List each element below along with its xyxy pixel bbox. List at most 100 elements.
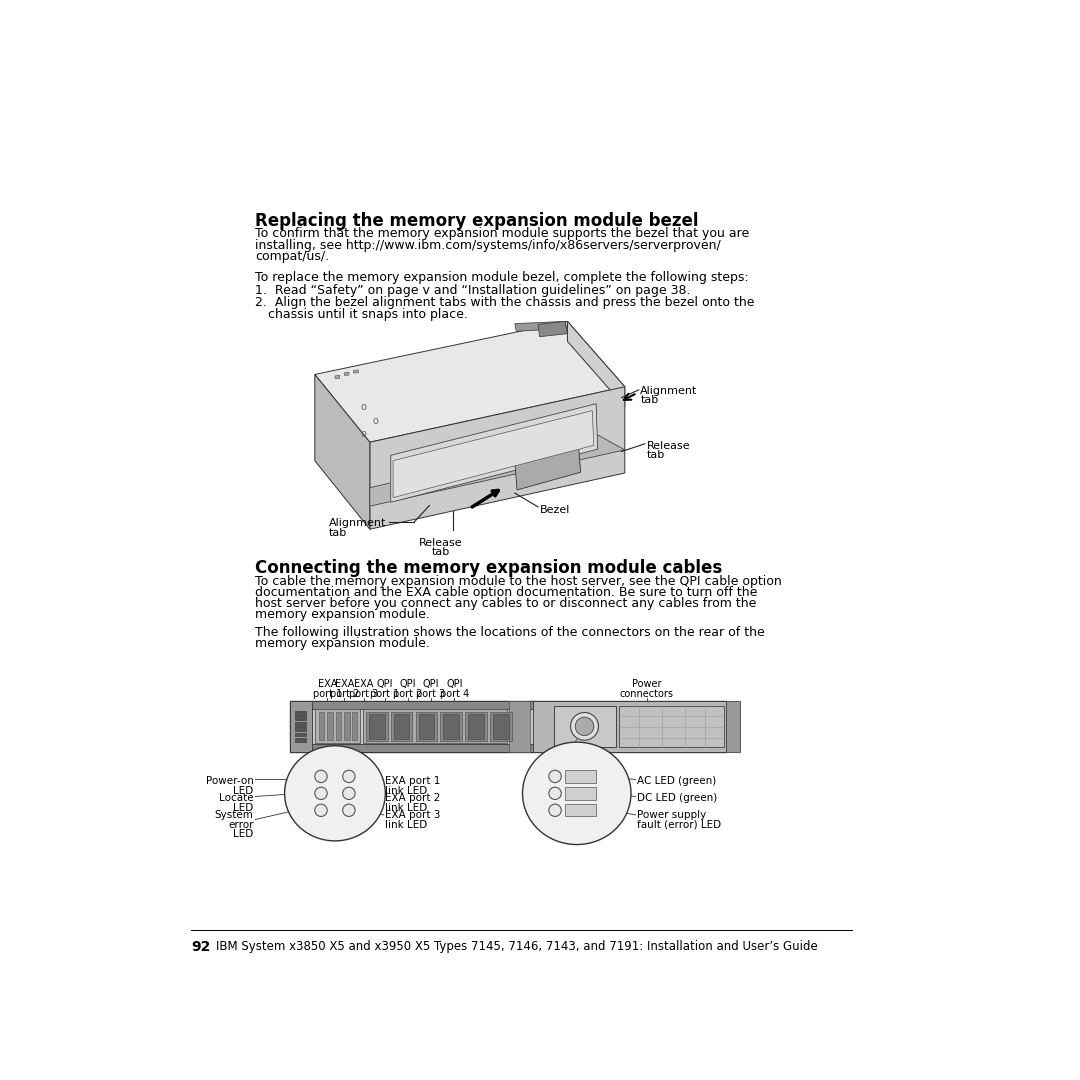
Polygon shape [369, 387, 625, 529]
Text: Alignment: Alignment [328, 518, 387, 528]
Circle shape [342, 770, 355, 783]
Text: compat/us/.: compat/us/. [255, 249, 329, 262]
Circle shape [342, 787, 355, 799]
Text: o: o [361, 429, 366, 438]
Polygon shape [296, 732, 306, 737]
Text: Locate: Locate [219, 794, 254, 804]
Text: LED: LED [233, 828, 254, 839]
Polygon shape [363, 710, 507, 743]
Text: tab: tab [647, 450, 665, 460]
Polygon shape [296, 721, 306, 726]
Text: LED: LED [233, 802, 254, 812]
Text: tab: tab [432, 546, 450, 557]
Text: error: error [228, 820, 254, 829]
Polygon shape [366, 712, 388, 741]
Text: 92: 92 [191, 941, 211, 955]
Polygon shape [353, 369, 359, 373]
Text: EXA port 2: EXA port 2 [386, 794, 441, 804]
Text: 1.  Read “Safety” on page v and “Installation guidelines” on page 38.: 1. Read “Safety” on page v and “Installa… [255, 284, 690, 297]
Text: QPI: QPI [446, 679, 462, 689]
Polygon shape [494, 714, 509, 739]
Polygon shape [565, 805, 596, 816]
Polygon shape [345, 713, 350, 740]
Text: memory expansion module.: memory expansion module. [255, 608, 430, 621]
Polygon shape [419, 714, 434, 739]
Text: port 4: port 4 [440, 689, 469, 699]
Text: EXA: EXA [335, 679, 354, 689]
Polygon shape [565, 770, 596, 783]
Circle shape [549, 770, 562, 783]
Polygon shape [510, 701, 530, 752]
Text: QPI: QPI [400, 679, 416, 689]
Polygon shape [441, 712, 462, 741]
Polygon shape [391, 404, 597, 502]
Polygon shape [345, 373, 349, 375]
Text: host server before you connect any cables to or disconnect any cables from the: host server before you connect any cable… [255, 597, 756, 610]
Text: EXA port 3: EXA port 3 [386, 810, 441, 821]
Text: o: o [361, 402, 366, 411]
Polygon shape [393, 410, 594, 498]
Polygon shape [538, 322, 567, 337]
Text: To replace the memory expansion module bezel, complete the following steps:: To replace the memory expansion module b… [255, 271, 748, 284]
Polygon shape [394, 714, 409, 739]
Text: Bezel: Bezel [540, 505, 570, 515]
Text: Release: Release [419, 538, 463, 548]
Text: port 3: port 3 [349, 689, 378, 699]
Text: System: System [215, 810, 254, 821]
Text: To confirm that the memory expansion module supports the bezel that you are: To confirm that the memory expansion mod… [255, 228, 750, 241]
Text: tab: tab [640, 395, 659, 405]
Polygon shape [416, 712, 437, 741]
Ellipse shape [523, 742, 631, 845]
Text: link LED: link LED [386, 785, 428, 796]
Polygon shape [319, 713, 324, 740]
Polygon shape [291, 701, 726, 708]
Text: memory expansion module.: memory expansion module. [255, 637, 430, 650]
Text: EXA: EXA [318, 679, 337, 689]
Polygon shape [726, 701, 740, 752]
Text: port 1: port 1 [312, 689, 342, 699]
Text: QPI: QPI [376, 679, 393, 689]
Text: fault (error) LED: fault (error) LED [637, 820, 721, 829]
Polygon shape [619, 705, 724, 747]
Polygon shape [296, 716, 306, 720]
Text: Connecting the memory expansion module cables: Connecting the memory expansion module c… [255, 559, 723, 577]
Text: Power-on: Power-on [205, 777, 254, 786]
Polygon shape [565, 787, 596, 799]
Text: QPI: QPI [422, 679, 440, 689]
Polygon shape [444, 714, 459, 739]
Circle shape [576, 717, 594, 735]
Text: Replacing the memory expansion module bezel: Replacing the memory expansion module be… [255, 212, 699, 230]
Text: IBM System x3850 X5 and x3950 X5 Types 7145, 7146, 7143, and 7191: Installation : IBM System x3850 X5 and x3950 X5 Types 7… [216, 941, 819, 954]
Circle shape [314, 787, 327, 799]
Polygon shape [352, 713, 357, 740]
Text: chassis until it snaps into place.: chassis until it snaps into place. [268, 308, 468, 321]
Polygon shape [296, 738, 306, 742]
Polygon shape [291, 701, 726, 752]
Text: To cable the memory expansion module to the host server, see the QPI cable optio: To cable the memory expansion module to … [255, 575, 782, 588]
Text: port 2: port 2 [329, 689, 359, 699]
Polygon shape [314, 710, 360, 743]
Text: documentation and the EXA cable option documentation. Be sure to turn off the: documentation and the EXA cable option d… [255, 585, 757, 598]
Text: port 3: port 3 [417, 689, 446, 699]
Polygon shape [469, 714, 484, 739]
Polygon shape [465, 712, 487, 741]
Text: AC LED (green): AC LED (green) [637, 777, 716, 786]
Circle shape [314, 805, 327, 816]
Polygon shape [554, 705, 616, 747]
Text: port 1: port 1 [370, 689, 400, 699]
Text: 2.  Align the bezel alignment tabs with the chassis and press the bezel onto the: 2. Align the bezel alignment tabs with t… [255, 296, 755, 309]
Text: Release: Release [647, 441, 690, 450]
Polygon shape [369, 714, 384, 739]
Text: EXA port 1: EXA port 1 [386, 777, 441, 786]
Text: EXA: EXA [354, 679, 374, 689]
Polygon shape [291, 744, 726, 752]
Polygon shape [532, 701, 726, 752]
Polygon shape [369, 435, 625, 507]
Text: port 2: port 2 [393, 689, 422, 699]
Polygon shape [314, 322, 625, 442]
Ellipse shape [284, 746, 386, 841]
Polygon shape [515, 443, 581, 490]
Polygon shape [335, 375, 339, 378]
Text: link LED: link LED [386, 820, 428, 829]
Text: Power: Power [632, 679, 661, 689]
